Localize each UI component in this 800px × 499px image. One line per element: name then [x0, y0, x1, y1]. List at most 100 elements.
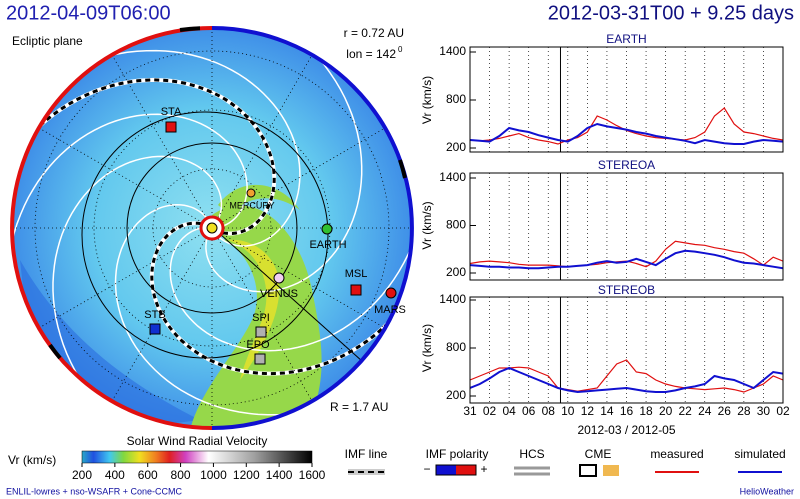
y-tick-label: 1400	[439, 292, 466, 306]
series-line	[470, 366, 783, 394]
spacecraft	[165, 121, 177, 133]
object-label: MSL	[345, 268, 368, 280]
legend-swatch	[456, 465, 476, 475]
footer-left: ENLIL-lowres + nso-WSAFR + Cone-CCMC	[6, 486, 183, 496]
plot-frame	[469, 46, 784, 153]
colorbar-tick-label: 1600	[299, 468, 326, 482]
colorbar-tick-label: 600	[138, 468, 158, 482]
legend-swatch	[436, 465, 456, 475]
colorbar: Solar Wind Radial Velocity Vr (km/s) 200…	[8, 434, 326, 482]
x-axis-label: 2012-03 / 2012-05	[577, 423, 675, 437]
orbit	[126, 142, 298, 314]
polar-plot: Ecliptic plane r = 0.72 AU lon = 142 0 R…	[10, 26, 414, 430]
header-right: 2012-03-31T00 + 9.25 days	[548, 2, 794, 24]
series-line	[470, 249, 783, 270]
y-axis-label: Vr (km/s)	[420, 201, 434, 249]
object-label: STB	[144, 309, 165, 321]
spacecraft	[149, 323, 161, 335]
x-tick-label: 22	[679, 404, 693, 418]
planet	[321, 223, 333, 235]
object-label: MERCURY	[229, 200, 274, 210]
x-tick-label: 02	[483, 404, 497, 418]
planet	[246, 188, 256, 198]
polar-title: Ecliptic plane	[12, 34, 83, 48]
plot-frame	[469, 296, 784, 404]
imf-line	[13, 113, 248, 339]
chart-title: STEREOA	[598, 158, 655, 172]
legend-swatch	[435, 464, 477, 476]
spacecraft	[350, 284, 362, 296]
colorbar-title: Solar Wind Radial Velocity	[127, 434, 268, 448]
imf-line	[205, 29, 363, 293]
chart-title: EARTH	[606, 32, 646, 46]
orbit	[81, 111, 329, 359]
imf-line	[150, 221, 411, 376]
spacecraft	[255, 326, 267, 338]
radius-label: r = 0.72 AU	[344, 26, 404, 40]
polarity-ring	[10, 26, 213, 430]
object-label: SPI	[252, 312, 270, 324]
time-series: EARTH Vr (km/s) 200 800 1400 STEREOA Vr (km/s)…	[420, 32, 790, 437]
object-label: MARS	[374, 304, 406, 316]
imf-line	[13, 78, 276, 235]
header-left: 2012-04-09T06:00	[6, 2, 171, 24]
legend-label: simulated	[734, 447, 785, 461]
imf-line	[169, 150, 411, 352]
series-line	[470, 122, 783, 145]
x-tick-label: 20	[659, 404, 673, 418]
legend-swatch	[603, 465, 619, 476]
series-legend: measured simulated	[650, 447, 786, 473]
outer-label: R = 1.7 AU	[330, 400, 388, 414]
sun	[206, 222, 218, 234]
object-label: STA	[161, 106, 182, 118]
y-tick-label: 200	[446, 388, 466, 402]
colorbar-scale	[81, 450, 313, 464]
legend-label: −	[423, 462, 430, 476]
imf-lines	[13, 29, 411, 427]
plot-frame	[469, 172, 784, 281]
y-tick-label: 200	[446, 140, 466, 154]
object-label: EPO	[246, 339, 270, 351]
object-label: VENUS	[260, 288, 298, 300]
y-tick-label: 800	[446, 218, 466, 232]
y-tick-label: 800	[446, 92, 466, 106]
series-line	[470, 359, 783, 393]
footer-right: HelioWeather	[740, 486, 794, 496]
x-tick-label: 28	[737, 404, 751, 418]
legend-label: IMF polarity	[426, 447, 489, 461]
series-line	[470, 107, 783, 145]
colorbar-tick-label: 1000	[200, 468, 227, 482]
y-tick-label: 200	[446, 265, 466, 279]
legend-label: IMF line	[345, 447, 388, 461]
legend-label: HCS	[519, 447, 544, 461]
colorbar-tick-label: 1400	[266, 468, 293, 482]
x-tick-label: 18	[639, 404, 653, 418]
x-tick-label: 10	[561, 404, 575, 418]
x-tick-label: 26	[718, 404, 732, 418]
object-label: EARTH	[309, 239, 346, 251]
polarity-ring	[48, 26, 407, 360]
x-tick-label: 02	[776, 404, 790, 418]
imf-line	[52, 155, 223, 427]
x-tick-label: 16	[620, 404, 634, 418]
y-tick-label: 1400	[439, 44, 466, 58]
y-axis-label: Vr (km/s)	[420, 76, 434, 124]
x-tick-label: 30	[757, 404, 771, 418]
x-tick-label: 08	[542, 404, 556, 418]
y-axis-label: Vr (km/s)	[420, 324, 434, 372]
colorbar-tick-label: 400	[105, 468, 125, 482]
x-tick-label: 12	[581, 404, 595, 418]
x-tick-label: 06	[522, 404, 536, 418]
colorbar-label: Vr (km/s)	[8, 453, 56, 467]
x-tick-label: 24	[698, 404, 712, 418]
lon-sup: 0	[398, 45, 403, 54]
x-tick-label: 04	[502, 404, 516, 418]
legend-swatch	[579, 464, 597, 477]
colorbar-tick-label: 200	[72, 468, 92, 482]
imf-line	[114, 204, 379, 416]
region	[218, 184, 300, 215]
legend-label: +	[480, 462, 487, 476]
colorbar-tick-label: 1200	[233, 468, 260, 482]
planet	[273, 272, 285, 284]
